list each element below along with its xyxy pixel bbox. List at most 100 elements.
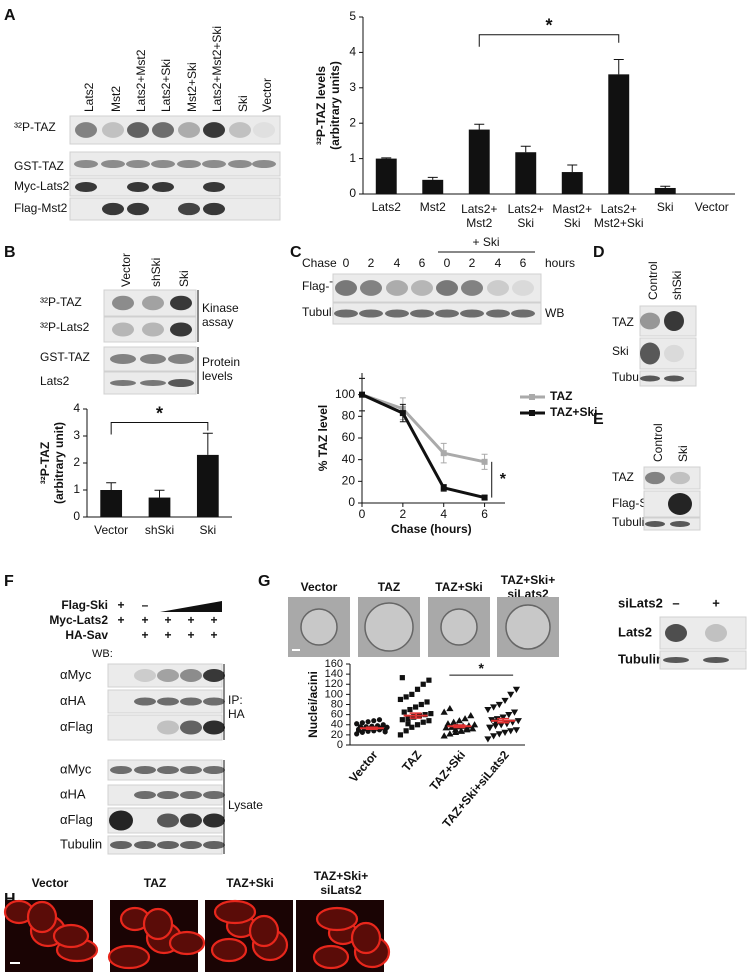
point xyxy=(510,709,519,716)
point xyxy=(467,712,475,719)
lane-label: Ski xyxy=(236,95,250,112)
condition-mark: + xyxy=(141,613,148,627)
image-label: TAZ xyxy=(378,580,400,594)
label-line: Lats2+ xyxy=(461,202,497,216)
label-line: Ski xyxy=(517,216,534,230)
row-label: GST-TAZ xyxy=(14,159,64,173)
point xyxy=(405,716,411,722)
error-bar xyxy=(381,157,392,159)
point xyxy=(382,729,388,735)
band xyxy=(110,766,132,774)
y-tick-label: 4 xyxy=(73,401,80,415)
band xyxy=(665,624,687,642)
label-line: assay xyxy=(202,315,233,329)
label-line: Lats2+ xyxy=(601,202,637,216)
band xyxy=(203,181,225,193)
cell xyxy=(248,914,280,948)
point xyxy=(371,718,377,724)
error-bar xyxy=(497,717,510,724)
x-tick-label: Lats2+ Mst2+Ski xyxy=(594,202,644,230)
band xyxy=(435,309,459,318)
condition-mark: + xyxy=(210,613,217,627)
significance-label: * xyxy=(545,15,552,35)
y-tick-label: 100 xyxy=(335,387,355,401)
band xyxy=(645,521,665,527)
row-label: Myc-Lats2 xyxy=(14,179,70,193)
cell xyxy=(315,906,359,932)
bar xyxy=(654,187,676,194)
cell xyxy=(26,900,58,934)
condition-mark: + xyxy=(187,628,194,642)
row-label: Tubulin xyxy=(302,305,341,319)
x-tick-label: shSki xyxy=(145,523,174,537)
y-tick-label: 100 xyxy=(325,688,343,700)
series-line xyxy=(361,393,485,500)
legend-label: TAZ+Ski xyxy=(550,405,597,419)
cell xyxy=(168,930,206,956)
label-line: Kinase xyxy=(202,301,239,315)
row-label: Lats2 xyxy=(40,374,70,388)
band xyxy=(229,122,251,138)
x-tick-label: TAZ xyxy=(399,748,424,774)
row-label: αFlag xyxy=(60,719,93,734)
band xyxy=(109,810,133,831)
chase-label: Chase xyxy=(302,256,337,270)
y-tick-label: 60 xyxy=(342,430,356,444)
point xyxy=(420,719,426,725)
label-line: Mast2+ xyxy=(552,202,592,216)
point xyxy=(444,720,452,727)
point xyxy=(501,697,509,705)
point xyxy=(411,714,417,720)
error-bar xyxy=(613,58,624,75)
band xyxy=(134,669,156,682)
error-bar xyxy=(154,489,165,498)
panel-letter: F xyxy=(4,573,14,590)
y-tick-label: 0 xyxy=(348,495,355,509)
band xyxy=(157,813,179,828)
point xyxy=(514,718,522,725)
cell xyxy=(210,937,248,963)
point xyxy=(397,732,404,738)
band xyxy=(645,471,665,485)
point xyxy=(424,699,430,705)
significance-bracket xyxy=(110,422,209,435)
point xyxy=(376,717,383,723)
band xyxy=(228,160,252,168)
band xyxy=(668,493,692,515)
image-label: TAZ+Ski xyxy=(226,876,273,890)
band xyxy=(157,720,179,735)
band xyxy=(170,295,192,311)
band xyxy=(157,669,179,682)
cell xyxy=(52,923,90,949)
point xyxy=(457,727,465,734)
row-label: Tubulin xyxy=(612,515,651,529)
x-tick-label: Mast2+ Ski xyxy=(552,202,592,230)
error-bar xyxy=(567,164,578,173)
band xyxy=(703,657,729,663)
band xyxy=(664,375,684,382)
band xyxy=(157,791,179,799)
row-label: TAZ xyxy=(612,470,634,484)
label-line: (arbitrary unit) xyxy=(52,422,66,504)
label-line: TAZ+Ski+ xyxy=(314,869,368,883)
unit-label: hours xyxy=(545,256,575,270)
lane-label: Ski xyxy=(676,445,690,462)
panel-letter: A xyxy=(4,7,16,24)
band xyxy=(253,122,275,138)
band xyxy=(110,354,136,364)
point xyxy=(418,701,424,708)
error-bar xyxy=(202,432,213,455)
band xyxy=(180,669,202,682)
band xyxy=(664,311,684,331)
point xyxy=(446,730,454,737)
band xyxy=(180,766,202,774)
band xyxy=(640,375,660,382)
band xyxy=(486,309,510,318)
cell xyxy=(213,899,257,925)
y-tick-label: 40 xyxy=(331,719,343,731)
condition-mark: – xyxy=(142,598,149,612)
label-line: IP: xyxy=(228,693,243,707)
point xyxy=(422,712,428,718)
point xyxy=(405,721,411,727)
x-tick-label: Vector xyxy=(94,523,128,537)
